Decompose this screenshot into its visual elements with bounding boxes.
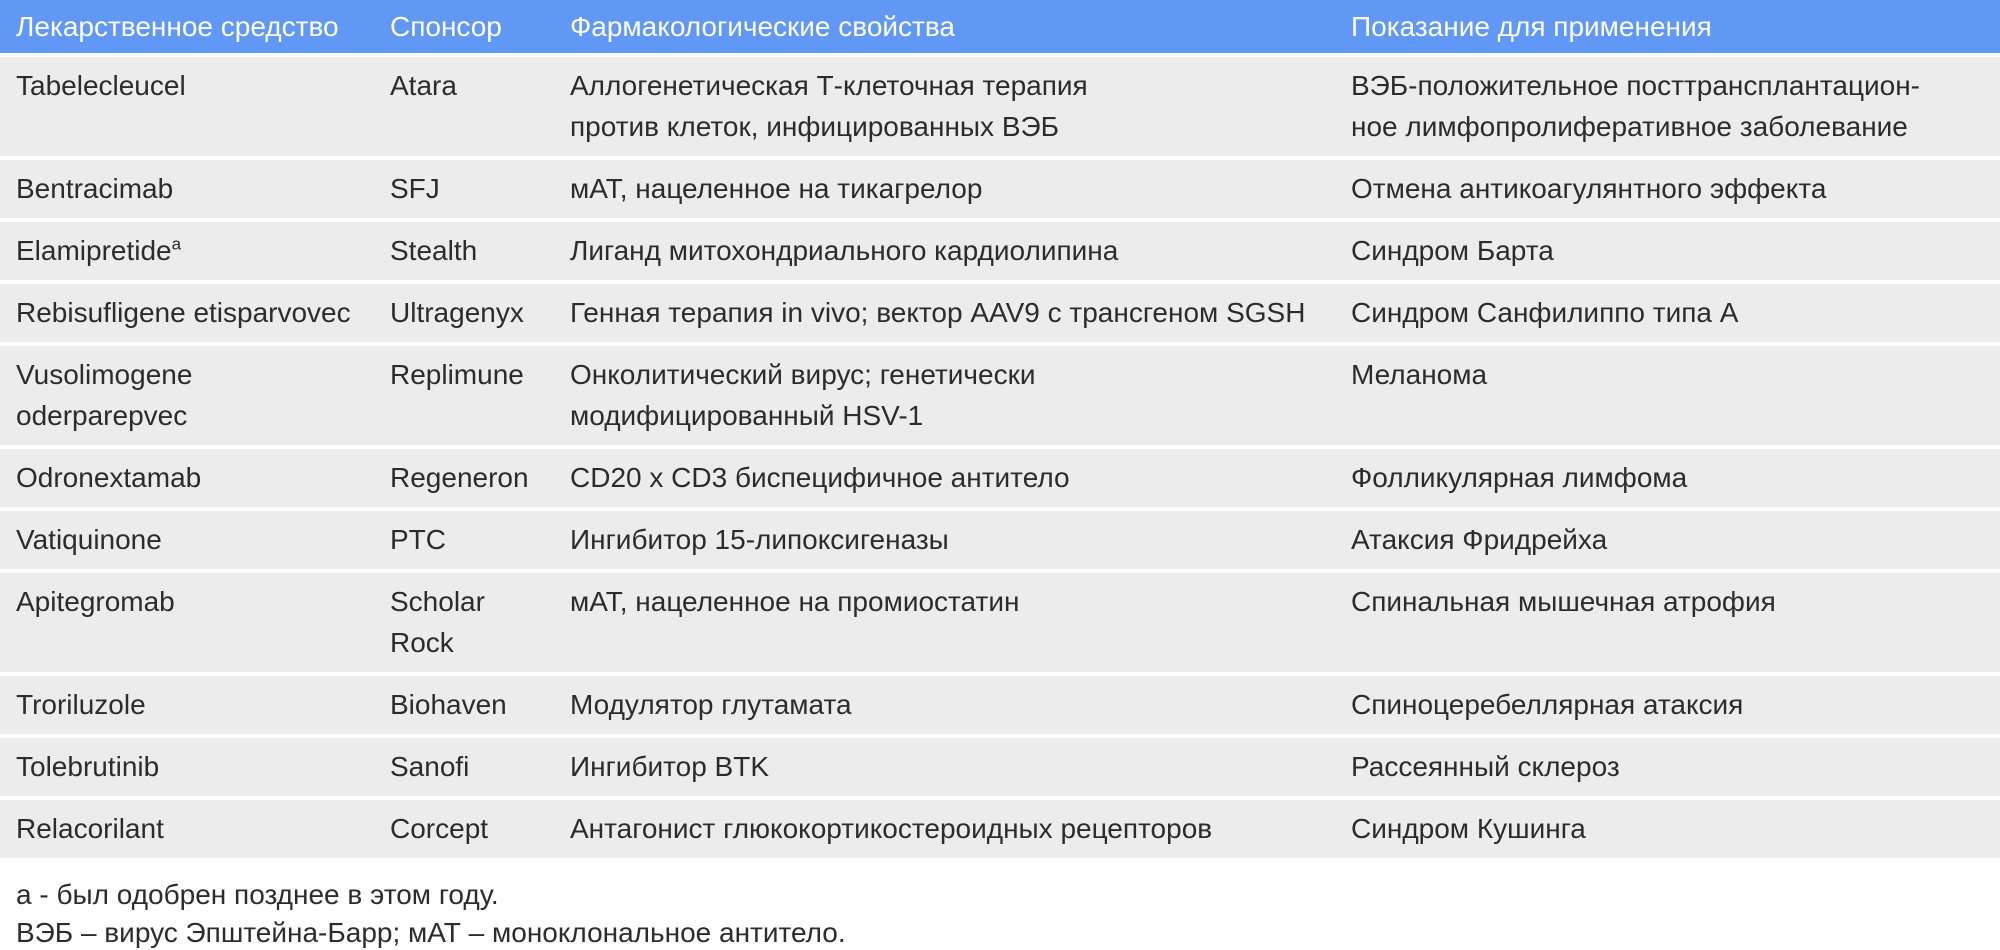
- cell-sponsor: Scholar Rock: [390, 573, 570, 672]
- cell-sponsor: Stealth: [390, 222, 570, 280]
- table-body: Tabelecleucel Atara Аллогенетическая Т-кле…: [0, 57, 2000, 858]
- cell-drug: Vusolimogene oderparepvec: [0, 346, 390, 445]
- cell-drug: Relacorilant: [0, 800, 390, 858]
- table-row: Relacorilant Corcept Антагонист глюкокорти…: [0, 800, 2000, 858]
- column-header-pharmacology: Фармакологические свойства: [570, 0, 1351, 53]
- table-row: Rebisufligene etisparvovec Ultragenyx Генн…: [0, 284, 2000, 342]
- cell-sponsor: Corcept: [390, 800, 570, 858]
- cell-indication: Спинальная мышечная атрофия: [1351, 573, 2000, 672]
- cell-indication: Атаксия Фридрейха: [1351, 511, 2000, 569]
- column-header-indication: Показание для применения: [1351, 0, 2000, 53]
- table-row: Odronextamab Regeneron CD20 x CD3 биспециф…: [0, 449, 2000, 507]
- cell-pharmacology: CD20 x CD3 биспецифичное антитело: [570, 449, 1351, 507]
- cell-pharmacology: Онколитический вирус; генетически модифи…: [570, 346, 1351, 445]
- cell-indication: Синдром Барта: [1351, 222, 2000, 280]
- cell-pharmacology: Модулятор глутамата: [570, 676, 1351, 734]
- table-row: Elamipretidea Stealth Лиганд митохондриаль…: [0, 222, 2000, 280]
- table-row: Vatiquinone PTC Ингибитор 15-липоксигеназы…: [0, 511, 2000, 569]
- cell-drug: Tabelecleucel: [0, 57, 390, 156]
- footnotes: а - был одобрен позднее в этом году. ВЭБ…: [16, 876, 2000, 950]
- cell-indication: Рассеянный склероз: [1351, 738, 2000, 796]
- cell-drug: Odronextamab: [0, 449, 390, 507]
- cell-sponsor: Regeneron: [390, 449, 570, 507]
- cell-indication: Синдром Санфилиппо типа A: [1351, 284, 2000, 342]
- cell-indication: ВЭБ-положительное посттрансплантацион- н…: [1351, 57, 2000, 156]
- cell-drug: Apitegromab: [0, 573, 390, 672]
- cell-sponsor: SFJ: [390, 160, 570, 218]
- cell-drug: Rebisufligene etisparvovec: [0, 284, 390, 342]
- cell-drug: Vatiquinone: [0, 511, 390, 569]
- table-header-row: Лекарственное средство Спонсор Фармаколо…: [0, 0, 2000, 53]
- column-header-drug: Лекарственное средство: [0, 0, 390, 53]
- cell-sponsor: Ultragenyx: [390, 284, 570, 342]
- footnote-marker: a: [171, 234, 182, 254]
- cell-indication: Отмена антикоагулянтного эффекта: [1351, 160, 2000, 218]
- cell-sponsor: Sanofi: [390, 738, 570, 796]
- cell-pharmacology: Лиганд митохондриального кардиолипина: [570, 222, 1351, 280]
- cell-drug: Tolebrutinib: [0, 738, 390, 796]
- table-row: Tolebrutinib Sanofi Ингибитор BTK Рассеянны…: [0, 738, 2000, 796]
- cell-indication: Спиноцеребеллярная атаксия: [1351, 676, 2000, 734]
- cell-sponsor: Replimune: [390, 346, 570, 445]
- drug-approvals-table: Лекарственное средство Спонсор Фармаколо…: [0, 0, 2000, 858]
- table-row: Tabelecleucel Atara Аллогенетическая Т-кле…: [0, 57, 2000, 156]
- cell-drug: Elamipretidea: [0, 222, 390, 280]
- drug-name: Elamipretide: [16, 235, 172, 266]
- cell-sponsor: PTC: [390, 511, 570, 569]
- cell-pharmacology: Ингибитор BTK: [570, 738, 1351, 796]
- footnote-approval-note: а - был одобрен позднее в этом году.: [16, 879, 499, 910]
- cell-indication: Синдром Кушинга: [1351, 800, 2000, 858]
- cell-pharmacology: Генная терапия in vivo; вектор AAV9 с тр…: [570, 284, 1351, 342]
- cell-pharmacology: Аллогенетическая Т-клеточная терапия про…: [570, 57, 1351, 156]
- column-header-sponsor: Спонсор: [390, 0, 570, 53]
- cell-drug: Bentracimab: [0, 160, 390, 218]
- cell-drug: Troriluzole: [0, 676, 390, 734]
- table-row: Apitegromab Scholar Rock мАТ, нацеленное н…: [0, 573, 2000, 672]
- cell-pharmacology: мАТ, нацеленное на тикагрелор: [570, 160, 1351, 218]
- footnote-abbreviations: ВЭБ – вирус Эпштейна-Барр; мАТ – монокло…: [16, 917, 846, 948]
- table-row: Troriluzole Biohaven Модулятор глутамата Сп…: [0, 676, 2000, 734]
- cell-sponsor: Biohaven: [390, 676, 570, 734]
- cell-indication: Фолликулярная лимфома: [1351, 449, 2000, 507]
- cell-indication: Меланома: [1351, 346, 2000, 445]
- cell-pharmacology: Ингибитор 15-липоксигеназы: [570, 511, 1351, 569]
- table-row: Vusolimogene oderparepvec Replimune Онколи…: [0, 346, 2000, 445]
- cell-pharmacology: Антагонист глюкокортикостероидных рецепт…: [570, 800, 1351, 858]
- table-row: Bentracimab SFJ мАТ, нацеленное на тикагре…: [0, 160, 2000, 218]
- cell-sponsor: Atara: [390, 57, 570, 156]
- cell-pharmacology: мАТ, нацеленное на промиостатин: [570, 573, 1351, 672]
